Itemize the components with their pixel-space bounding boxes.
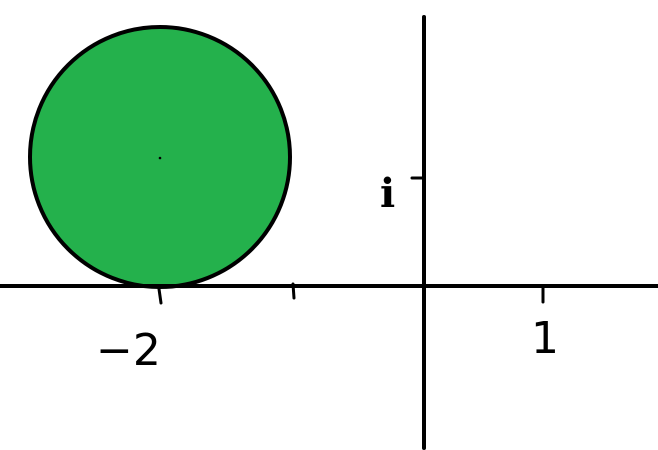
label-real-neg-two: −2 [96, 325, 161, 376]
tick-real-neg-one [291, 282, 296, 300]
label-imag-i: i [380, 170, 395, 217]
tick-real-neg-two [157, 287, 163, 305]
disk-center-dot [158, 156, 162, 160]
label-real-one: 1 [531, 313, 559, 364]
